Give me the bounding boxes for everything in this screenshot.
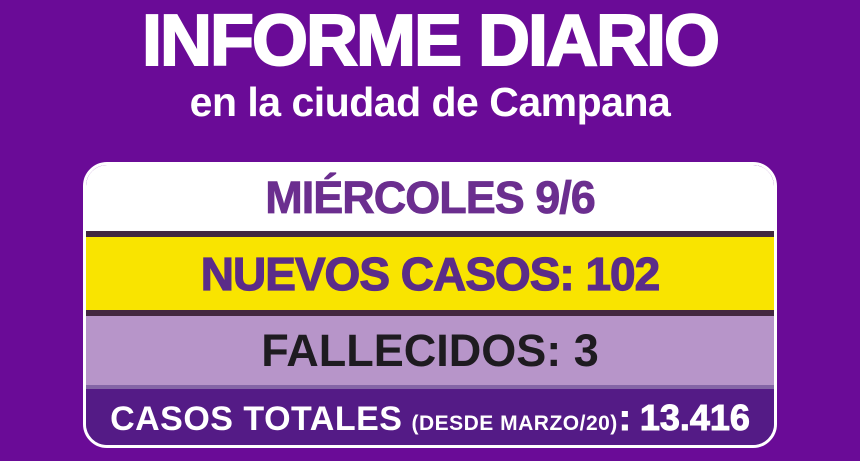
- divider: [86, 231, 774, 237]
- deaths-banner: FALLECIDOS: 3: [86, 316, 774, 385]
- new-cases-banner: NUEVOS CASOS: 102: [86, 237, 774, 310]
- divider: [86, 385, 774, 389]
- total-cases-value: 13.416: [639, 397, 750, 439]
- total-cases-label: CASOS TOTALES: [110, 400, 403, 438]
- page-title: INFORME DIARIO: [141, 1, 721, 81]
- page-subtitle: en la ciudad de Campana: [189, 79, 671, 125]
- total-cases-note: (DESDE MARZO/20): [411, 412, 618, 435]
- total-cases-banner: CASOS TOTALES (DESDE MARZO/20) : 13.416: [86, 389, 774, 445]
- date-banner: MIÉRCOLES 9/6: [86, 165, 774, 231]
- total-cases-colon: :: [618, 397, 631, 439]
- report-card: MIÉRCOLES 9/6 NUEVOS CASOS: 102 FALLECID…: [83, 162, 777, 448]
- divider: [86, 310, 774, 316]
- header: INFORME DIARIO en la ciudad de Campana: [0, 0, 860, 124]
